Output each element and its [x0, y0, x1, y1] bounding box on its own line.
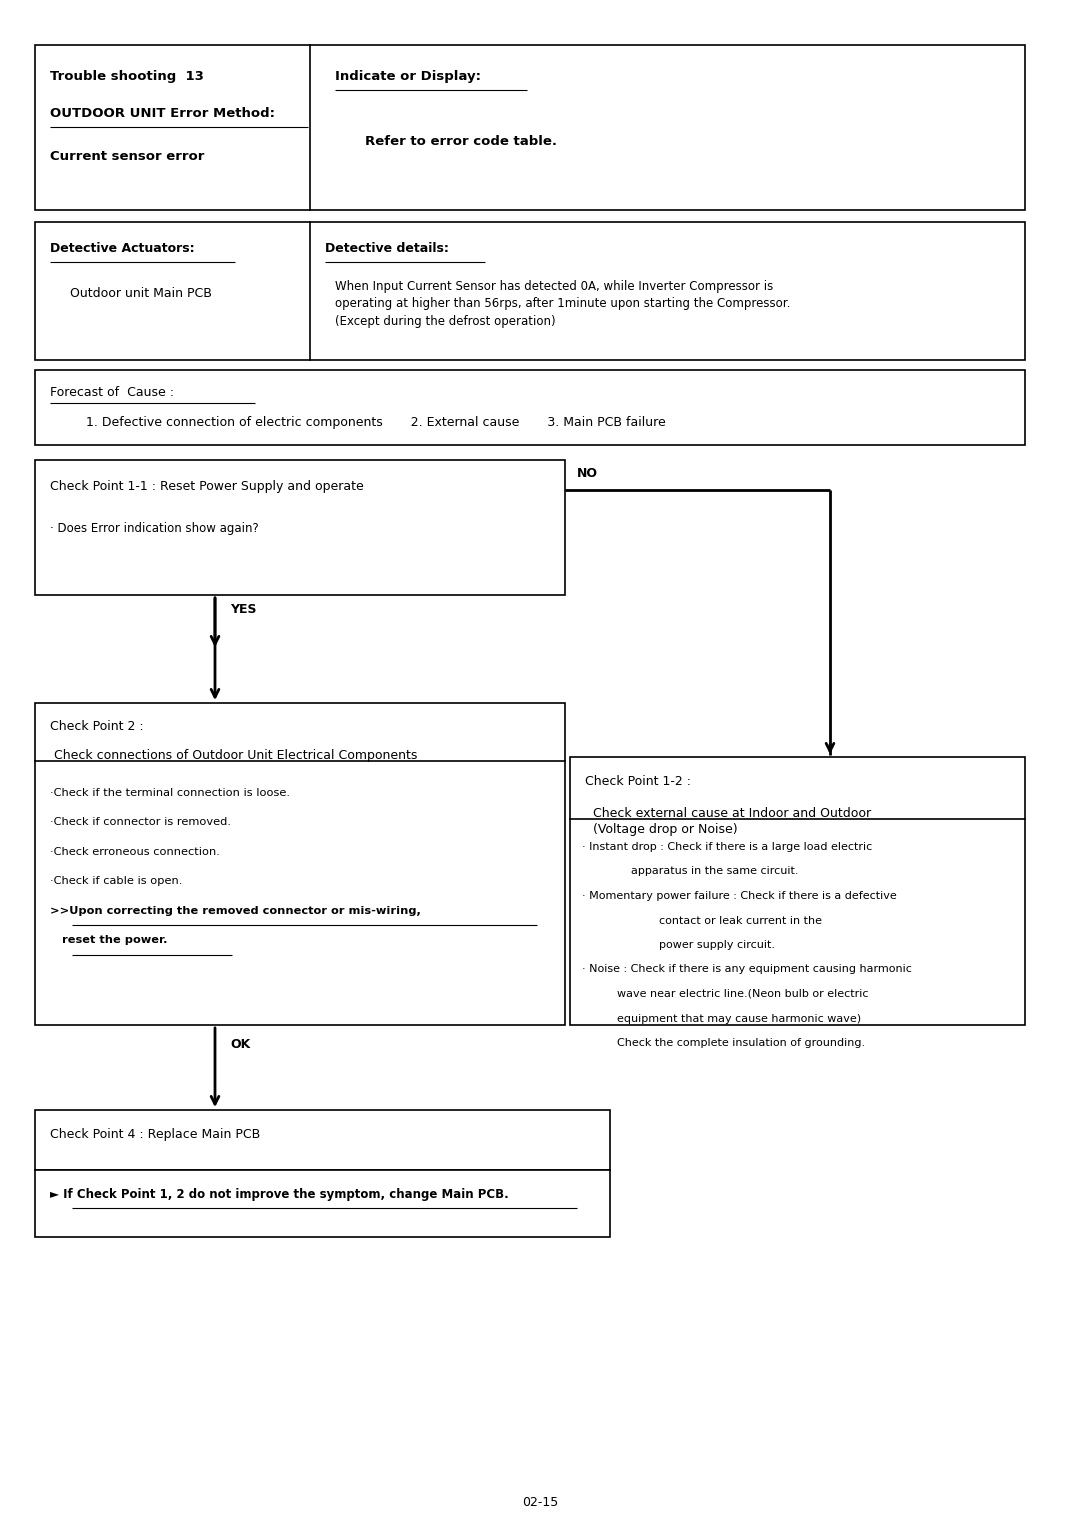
Text: ·Check if the terminal connection is loose.: ·Check if the terminal connection is loo…	[50, 788, 291, 798]
Text: Detective details:: Detective details:	[325, 242, 449, 255]
Bar	[35, 703, 565, 1025]
Text: wave near electric line.(Neon bulb or electric: wave near electric line.(Neon bulb or el…	[582, 990, 868, 999]
Text: Trouble shooting  13: Trouble shooting 13	[50, 70, 204, 82]
Bar	[570, 756, 1025, 1025]
Text: equipment that may cause harmonic wave): equipment that may cause harmonic wave)	[582, 1014, 861, 1023]
Text: ► If Check Point 1, 2 do not improve the symptom, change Main PCB.: ► If Check Point 1, 2 do not improve the…	[50, 1188, 509, 1202]
Text: 02-15: 02-15	[522, 1496, 558, 1510]
Text: contact or leak current in the: contact or leak current in the	[582, 915, 822, 926]
Text: power supply circuit.: power supply circuit.	[582, 939, 775, 950]
Text: >>Upon correcting the removed connector or mis-wiring,: >>Upon correcting the removed connector …	[50, 906, 421, 917]
Text: ·Check erroneous connection.: ·Check erroneous connection.	[50, 846, 220, 857]
Text: 1. Defective connection of electric components       2. External cause       3. : 1. Defective connection of electric comp…	[70, 416, 665, 429]
Text: Check connections of Outdoor Unit Electrical Components: Check connections of Outdoor Unit Electr…	[50, 749, 417, 762]
Bar	[35, 1170, 610, 1237]
Text: · Instant drop : Check if there is a large load electric: · Instant drop : Check if there is a lar…	[582, 842, 873, 852]
Text: Check Point 4 : Replace Main PCB: Check Point 4 : Replace Main PCB	[50, 1128, 260, 1141]
Text: apparatus in the same circuit.: apparatus in the same circuit.	[582, 866, 798, 877]
Text: YES: YES	[230, 602, 257, 616]
Text: · Momentary power failure : Check if there is a defective: · Momentary power failure : Check if the…	[582, 891, 896, 901]
Bar	[35, 46, 1025, 210]
Text: Check external cause at Indoor and Outdoor
  (Voltage drop or Noise): Check external cause at Indoor and Outdo…	[585, 807, 872, 836]
Text: · Does Error indication show again?: · Does Error indication show again?	[50, 522, 259, 535]
Text: ·Check if cable is open.: ·Check if cable is open.	[50, 877, 183, 886]
Text: ·Check if connector is removed.: ·Check if connector is removed.	[50, 817, 231, 828]
Text: Outdoor unit Main PCB: Outdoor unit Main PCB	[70, 287, 212, 300]
Text: OUTDOOR UNIT Error Method:: OUTDOOR UNIT Error Method:	[50, 107, 275, 120]
Text: reset the power.: reset the power.	[50, 935, 167, 945]
Bar	[35, 223, 1025, 360]
Text: Detective Actuators:: Detective Actuators:	[50, 242, 194, 255]
Text: Check the complete insulation of grounding.: Check the complete insulation of groundi…	[582, 1039, 865, 1048]
Text: · Noise : Check if there is any equipment causing harmonic: · Noise : Check if there is any equipmen…	[582, 964, 912, 974]
Text: Forecast of  Cause :: Forecast of Cause :	[50, 386, 174, 400]
Text: Indicate or Display:: Indicate or Display:	[335, 70, 481, 82]
Text: Check Point 1-2 :: Check Point 1-2 :	[585, 775, 691, 788]
Text: Check Point 1-1 : Reset Power Supply and operate: Check Point 1-1 : Reset Power Supply and…	[50, 480, 364, 493]
Bar	[35, 371, 1025, 445]
Bar	[35, 461, 565, 595]
Text: OK: OK	[230, 1039, 251, 1051]
Text: Refer to error code table.: Refer to error code table.	[365, 136, 557, 148]
Text: Check Point 2 :: Check Point 2 :	[50, 720, 144, 734]
Text: NO: NO	[577, 467, 598, 480]
Bar	[35, 1110, 610, 1170]
Text: When Input Current Sensor has detected 0A, while Inverter Compressor is
operatin: When Input Current Sensor has detected 0…	[335, 281, 791, 328]
Text: Current sensor error: Current sensor error	[50, 149, 204, 163]
